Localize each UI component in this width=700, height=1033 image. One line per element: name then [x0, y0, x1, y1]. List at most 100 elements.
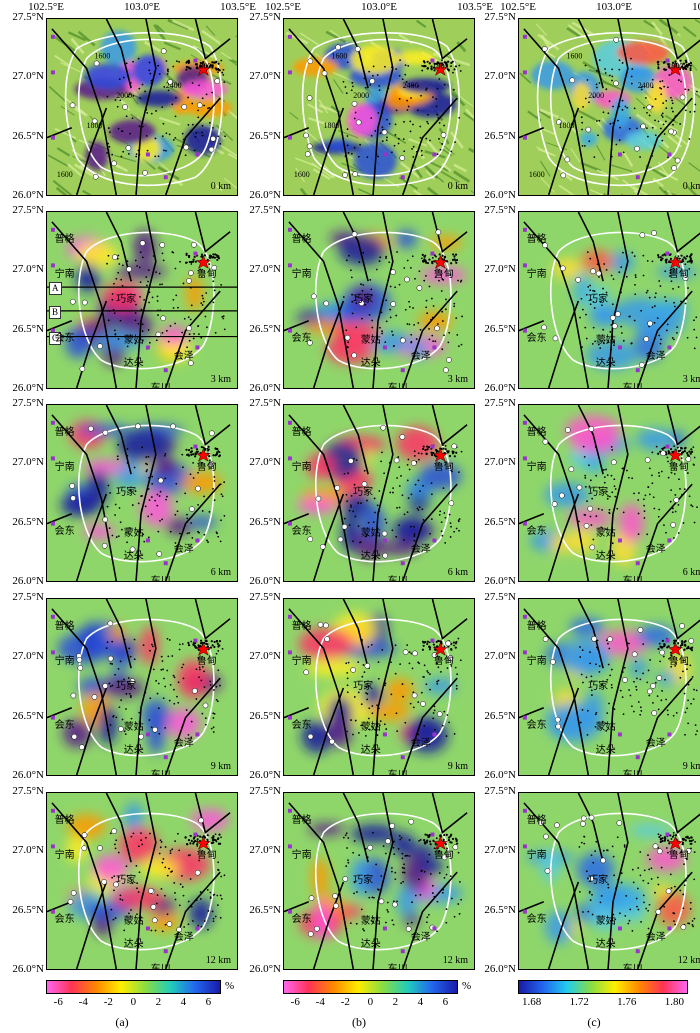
colorbar-unit: %: [462, 980, 472, 992]
city-label-huize: 会泽: [645, 932, 666, 944]
city-label-dongchuan: 东川: [150, 576, 171, 582]
contour-label: 1600: [332, 52, 348, 61]
city-label-puge: 普格: [291, 814, 312, 826]
lat-tick: 27.5°N: [484, 11, 516, 23]
city-label-qiaojia: 巧家: [353, 487, 374, 499]
city-label-ningnan: 宁南: [54, 462, 75, 474]
contour-label: 2400: [166, 81, 182, 90]
city-label-puge: 普格: [54, 426, 75, 438]
lat-tick: 26.0°N: [249, 189, 281, 201]
lon-tick: 102.5°E: [265, 1, 301, 13]
tomography-map: [284, 405, 474, 581]
lon-tick: 103.0°E: [361, 1, 397, 13]
city-label-dongchuan: 东川: [622, 383, 643, 389]
colorbar-tick: -6: [290, 996, 300, 1008]
contour-label: 1800: [432, 61, 448, 70]
colorbar-tick: -4: [78, 996, 88, 1008]
lat-tick: 26.5°N: [12, 709, 44, 722]
city-label-ludian: 鲁甸: [668, 462, 689, 474]
lat-tick: 27.0°N: [12, 263, 44, 276]
colorbar-tick: 1.72: [569, 996, 589, 1008]
city-label-ningnan: 宁南: [54, 850, 75, 862]
city-label-huidong: 会东: [291, 720, 312, 732]
colorbar-tick: 1.76: [617, 996, 637, 1008]
map-panel: 1600 1800 2000 2400 1800 1600 0 km: [283, 18, 475, 196]
depth-label: 0 km: [447, 181, 468, 192]
city-label-ningnan: 宁南: [526, 462, 547, 474]
lat-tick: 27.5°N: [249, 591, 281, 603]
contour-label: 2000: [588, 91, 604, 100]
city-label-qiaojia: 巧家: [353, 875, 374, 887]
lat-tick: 27.5°N: [249, 11, 281, 23]
lat-tick: 27.5°N: [249, 204, 281, 216]
lon-tick: 103.5°E: [457, 1, 493, 13]
city-label-ningnan: 宁南: [526, 850, 547, 862]
map-panel: 普格宁南巧家会东 蒙姑达朵 会泽东川 鲁甸 12 km: [283, 792, 475, 970]
tomography-map: 1600 1800 2000 2400 1800 1600: [284, 19, 474, 195]
lat-tick: 27.0°N: [12, 844, 44, 857]
city-label-huidong: 会东: [291, 914, 312, 926]
colorbar-tick: 2: [392, 996, 399, 1008]
colorbar-tick: 4: [180, 996, 187, 1008]
map-panel: 普格宁南巧家会东 蒙姑达朵 会泽东川 鲁甸 9 km: [283, 598, 475, 776]
lon-tick: 103.5°E: [692, 1, 700, 13]
lat-tick: 26.5°N: [249, 322, 281, 335]
lat-tick: 26.5°N: [249, 515, 281, 528]
city-label-huidong: 会东: [54, 526, 75, 538]
city-label-puge: 普格: [526, 233, 547, 245]
tomography-map: [284, 599, 474, 775]
profile-label: A: [49, 282, 62, 295]
colorbar-tick: -6: [53, 996, 63, 1008]
profile-label: B: [49, 306, 62, 319]
colorbar-tick: -4: [315, 996, 325, 1008]
map-panel: 普格宁南巧家会东 蒙姑达朵 会泽东川 鲁甸 9 km: [46, 598, 238, 776]
city-label-huize: 会泽: [410, 738, 431, 750]
city-label-menggu: 蒙姑: [123, 335, 144, 347]
city-label-daduo: 达朵: [595, 745, 616, 757]
city-label-daduo: 达朵: [123, 551, 144, 563]
lat-tick: 26.5°N: [484, 515, 516, 528]
depth-label: 6 km: [682, 567, 700, 578]
city-label-dongchuan: 东川: [387, 770, 408, 776]
city-label-ludian: 鲁甸: [196, 656, 217, 668]
city-label-qiaojia: 巧家: [353, 294, 374, 306]
city-label-menggu: 蒙姑: [123, 528, 144, 540]
depth-label: 9 km: [682, 761, 700, 772]
tomography-map: [519, 599, 700, 775]
city-label-daduo: 达朵: [360, 939, 381, 951]
lat-tick: 26.5°N: [484, 322, 516, 335]
map-panel: 普格宁南巧家会东 蒙姑达朵 会泽东川 鲁甸 6 km: [283, 404, 475, 582]
city-label-puge: 普格: [291, 233, 312, 245]
tomography-map: [47, 212, 237, 388]
city-label-huize: 会泽: [173, 544, 194, 556]
city-label-qiaojia: 巧家: [116, 875, 137, 887]
city-label-dongchuan: 东川: [150, 964, 171, 970]
city-label-daduo: 达朵: [595, 939, 616, 951]
lat-tick: 26.0°N: [484, 575, 516, 587]
lat-tick: 27.5°N: [12, 591, 44, 603]
city-label-dongchuan: 东川: [622, 576, 643, 582]
map-panel: A B C 普格 宁南 巧家 会东 蒙姑 达朵 会泽 东川 鲁甸 3 km: [46, 211, 238, 389]
depth-label: 6 km: [210, 567, 231, 578]
depth-label: 9 km: [447, 761, 468, 772]
colorbar-tick: -2: [340, 996, 350, 1008]
city-label-huize: 会泽: [173, 351, 194, 363]
column-label: (c): [587, 1015, 601, 1029]
lat-tick: 26.5°N: [249, 129, 281, 142]
tomography-map: [519, 793, 700, 969]
lat-tick: 27.0°N: [249, 456, 281, 469]
lat-tick: 26.0°N: [12, 963, 44, 975]
city-label-ningnan: 宁南: [291, 462, 312, 474]
map-panel: 1600 1800 2000 2400 1800 1600 0 km: [46, 18, 238, 196]
city-label-qiaojia: 巧家: [116, 487, 137, 499]
lat-tick: 26.0°N: [249, 963, 281, 975]
lat-tick: 27.5°N: [484, 397, 516, 409]
tomography-map: [47, 793, 237, 969]
city-label-menggu: 蒙姑: [123, 722, 144, 734]
city-label-ludian: 鲁甸: [668, 656, 689, 668]
city-label-ningnan: 宁南: [291, 656, 312, 668]
city-label-qiaojia: 巧家: [116, 681, 137, 693]
city-label-qiaojia: 巧家: [588, 681, 609, 693]
